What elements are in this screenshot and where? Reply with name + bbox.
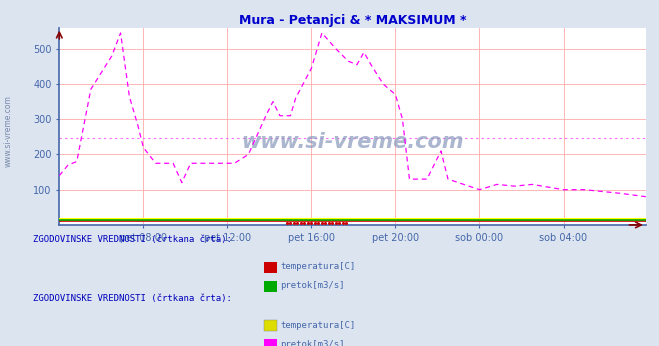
Point xyxy=(331,220,341,226)
Point xyxy=(292,220,302,226)
Text: temperatura[C]: temperatura[C] xyxy=(280,321,355,330)
Point xyxy=(320,220,331,226)
Point xyxy=(334,220,345,226)
Point xyxy=(302,220,313,226)
Point xyxy=(337,220,348,226)
Point xyxy=(289,220,299,226)
Text: temperatura[C]: temperatura[C] xyxy=(280,262,355,271)
Point xyxy=(281,220,292,226)
Text: pretok[m3/s]: pretok[m3/s] xyxy=(280,340,345,346)
Point xyxy=(306,220,317,226)
Point xyxy=(317,220,328,226)
Point xyxy=(313,220,324,226)
Point xyxy=(324,220,334,226)
Text: ZGODOVINSKE VREDNOSTI (črtkana črta):: ZGODOVINSKE VREDNOSTI (črtkana črta): xyxy=(33,294,232,303)
Text: ZGODOVINSKE VREDNOSTI (črtkana črta):: ZGODOVINSKE VREDNOSTI (črtkana črta): xyxy=(33,235,232,244)
Title: Mura - Petanjci & * MAKSIMUM *: Mura - Petanjci & * MAKSIMUM * xyxy=(239,13,467,27)
Text: www.si-vreme.com: www.si-vreme.com xyxy=(4,95,13,167)
Point xyxy=(341,220,352,226)
Text: www.si-vreme.com: www.si-vreme.com xyxy=(241,132,464,152)
Point xyxy=(285,220,296,226)
Point xyxy=(327,220,337,226)
Text: pretok[m3/s]: pretok[m3/s] xyxy=(280,281,345,290)
Point xyxy=(310,220,320,226)
Point xyxy=(299,220,310,226)
Point xyxy=(296,220,306,226)
